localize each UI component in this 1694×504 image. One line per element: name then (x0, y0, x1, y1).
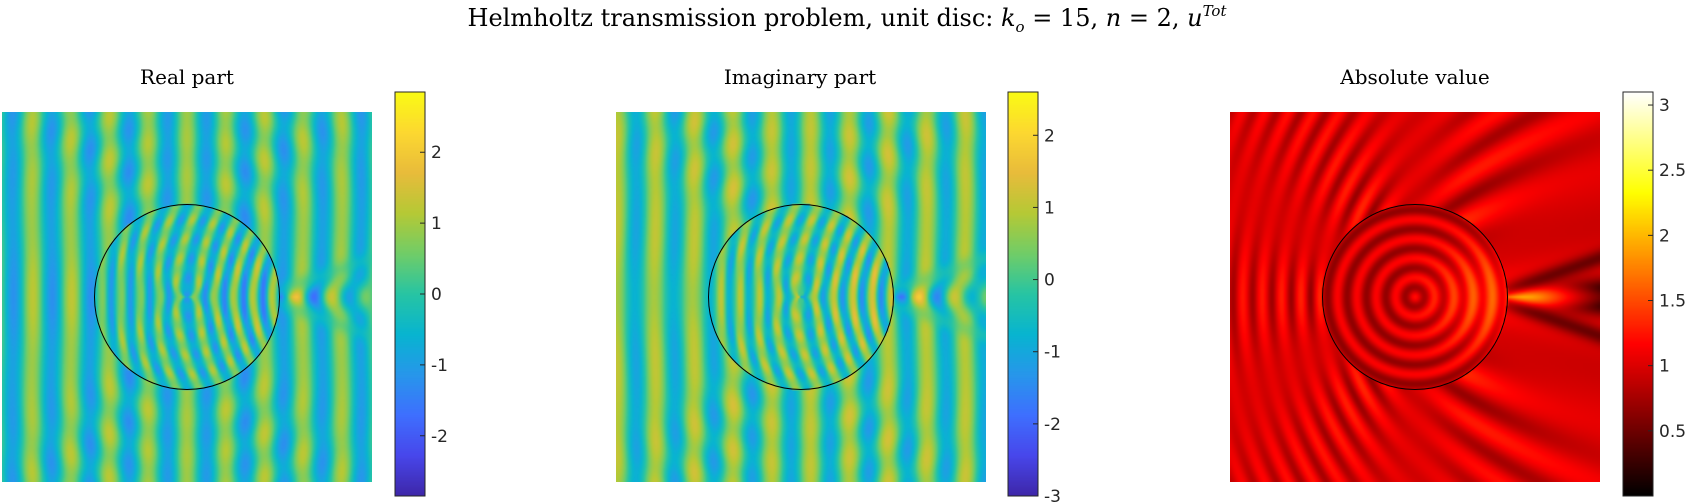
disc-outline (1322, 204, 1508, 390)
heatmap-plot (2, 112, 372, 482)
panel-title: Absolute value (1339, 65, 1489, 89)
colorbar-gradient (1008, 92, 1038, 496)
colorbar-tick-label: -1 (1044, 343, 1061, 363)
colorbar-tick-label: 3 (1659, 96, 1670, 116)
colorbar-tick-label: -2 (431, 427, 448, 447)
colorbar-tick-label: 0 (431, 285, 442, 305)
colorbar-tick-label: -3 (1044, 487, 1061, 504)
colorbar-tick-label: 1 (431, 214, 442, 234)
colorbar-tick-label: 1 (1044, 198, 1055, 218)
colorbar-tick-label: 2 (1044, 126, 1055, 146)
heatmap-plot (1230, 112, 1600, 482)
colorbar-tick-label: -1 (431, 356, 448, 376)
colorbar-tick-label: 1 (1659, 357, 1670, 377)
colorbar-frame (1007, 91, 1039, 497)
colorbar-tick-label: -2 (1044, 415, 1061, 435)
colorbar-ticks: 0.5 1 1.5 2 2.5 3 (1648, 96, 1686, 442)
colorbar-tick-label: 1.5 (1659, 292, 1686, 312)
heatmap-image (2, 112, 372, 482)
colorbar-ticks: -3 -2 -1 0 1 2 (1033, 126, 1061, 504)
colorbar (1623, 92, 1653, 496)
colorbar-tick-label: 0 (1044, 271, 1055, 291)
panel-title: Real part (140, 65, 234, 89)
colorbar-gradient (1623, 92, 1653, 496)
disc-outline (94, 204, 280, 390)
heatmap-plot (616, 112, 986, 482)
panel-absolute-value: Absolute value 0.5 1 1.5 2 2.5 3 (1230, 65, 1686, 497)
colorbar-tick-label: 2.5 (1659, 161, 1686, 181)
colorbar (1008, 92, 1038, 496)
colorbar-frame (1622, 91, 1654, 497)
heatmap-image (616, 112, 986, 482)
panel-real-part: Real part -2 -1 0 1 2 (2, 65, 448, 497)
colorbar-tick-label: 0.5 (1659, 422, 1686, 442)
colorbar-ticks: -2 -1 0 1 2 (420, 143, 448, 447)
colorbar-tick-label: 2 (431, 143, 442, 163)
figure-title: Helmholtz transmission problem, unit dis… (468, 2, 1228, 36)
panel-imaginary-part: Imaginary part -3 -2 -1 0 1 2 (616, 65, 1061, 504)
colorbar-tick-label: 2 (1659, 226, 1670, 246)
disc-outline (708, 204, 894, 390)
panel-title: Imaginary part (724, 65, 876, 89)
heatmap-image (1230, 112, 1600, 482)
